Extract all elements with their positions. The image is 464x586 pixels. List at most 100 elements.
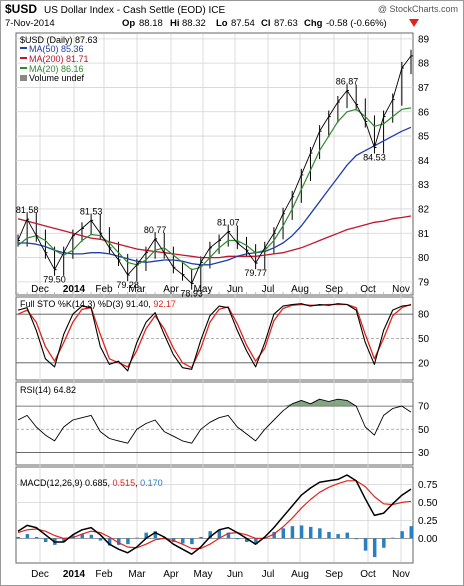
macd-histogram-bar xyxy=(135,537,139,539)
price-annotation: 81.53 xyxy=(80,206,103,216)
price-x-tick: Feb xyxy=(95,284,113,295)
price-y-tick: 89 xyxy=(418,34,430,45)
price-panel xyxy=(15,32,414,296)
sto-legend-main: Full STO %K(14,3) %D(3) 91.40, xyxy=(20,299,153,309)
cl-value: 87.63 xyxy=(274,18,298,29)
macd-legend-signal: 0.515 xyxy=(113,478,136,488)
legend-ma200: MA(200) 81.71 xyxy=(29,54,89,64)
price-annotation: 81.58 xyxy=(16,205,39,215)
macd-legend: MACD(12,26,9) 0.685, 0.515, 0.170 xyxy=(20,478,163,488)
macd-histogram-bar xyxy=(308,526,313,539)
ma200-line xyxy=(17,215,412,259)
sto-y-tick: 50 xyxy=(418,334,430,345)
op-value: 88.18 xyxy=(139,18,163,29)
rsi-line xyxy=(17,398,412,444)
macd-line xyxy=(17,474,412,555)
macd-histogram-bar xyxy=(80,534,84,539)
macd-histogram-bar xyxy=(400,531,404,539)
price-y-tick: 85 xyxy=(418,132,430,143)
macd-x-tick: Jun xyxy=(227,569,243,580)
macd-histogram-bar xyxy=(372,538,377,558)
chg-value: -0.58 (-0.66%) xyxy=(326,18,387,29)
macd-histogram-bar xyxy=(272,531,276,539)
sto-legend-d: 92.17 xyxy=(153,299,176,309)
price-annotation: 79.28 xyxy=(116,280,139,290)
rsi-y-tick: 50 xyxy=(418,425,430,436)
macd-legend-hist: 0.170 xyxy=(140,478,163,488)
macd-histogram-bar xyxy=(244,538,249,542)
macd-legend-main: MACD(12,26,9) 0.685, xyxy=(20,478,113,488)
macd-histogram-bar xyxy=(217,529,222,539)
macd-y-tick: 0.00 xyxy=(418,534,438,545)
macd-x-tick: Mar xyxy=(128,569,146,580)
macd-histogram-bar xyxy=(144,532,148,539)
macd-y-tick: 0.50 xyxy=(418,498,438,509)
legend-ma20-swatch xyxy=(20,67,27,69)
macd-x-tick: Nov xyxy=(392,569,410,580)
cl-label: Cl xyxy=(261,18,271,29)
price-x-tick: Jun xyxy=(227,284,243,295)
macd-histogram-bar xyxy=(153,531,158,539)
price-annotation: 79.77 xyxy=(244,268,267,278)
legend-volume: Volume undef xyxy=(29,73,85,83)
macd-histogram-bar xyxy=(98,538,103,541)
macd-histogram-bar xyxy=(34,536,39,539)
legend-ma50-swatch xyxy=(20,47,27,49)
price-y-tick: 86 xyxy=(418,107,430,118)
macd-histogram-bar xyxy=(190,538,194,545)
price-annotation: 80.77 xyxy=(144,225,167,235)
price-annotation: 78.93 xyxy=(180,289,203,299)
rsi-overbought-fill xyxy=(18,399,411,407)
rsi-panel xyxy=(15,381,414,466)
stockcharts-logo: @ StockCharts.com xyxy=(378,4,458,14)
macd-histogram-bar xyxy=(299,525,304,539)
macd-x-tick: May xyxy=(194,569,213,580)
macd-histogram-bar xyxy=(117,538,121,545)
sto-y-tick: 20 xyxy=(418,358,430,369)
legend-ma50: MA(50) 85.36 xyxy=(29,44,84,54)
macd-x-tick: Feb xyxy=(95,569,113,580)
macd-histogram-bar xyxy=(107,538,112,546)
macd-histogram-bar xyxy=(409,526,413,539)
op-label: Op xyxy=(122,18,135,29)
rsi-y-tick: 30 xyxy=(418,448,430,459)
ma50-line xyxy=(18,126,412,266)
macd-x-tick: Apr xyxy=(163,569,179,580)
price-y-tick: 88 xyxy=(418,59,430,70)
macd-histogram-bar xyxy=(62,538,66,542)
price-x-tick: Oct xyxy=(360,284,376,295)
macd-histogram-bar xyxy=(181,538,185,544)
macd-histogram-bar xyxy=(199,536,203,539)
chart-marks: 79 80 81 82 83 84 85 86 87 88 89 81.58 81.53 79.50 79.… xyxy=(16,34,438,580)
macd-signal-line xyxy=(17,480,412,550)
price-y-tick: 80 xyxy=(418,253,430,264)
price-y-tick: 83 xyxy=(418,180,430,191)
macd-histogram-bar xyxy=(363,538,368,551)
macd-histogram-bar xyxy=(208,531,212,539)
hi-value: 88.32 xyxy=(182,18,206,29)
legend-ma200-swatch xyxy=(20,57,27,59)
macd-histogram-bar xyxy=(336,534,340,539)
macd-y-tick: 0.75 xyxy=(418,480,438,491)
price-annotation: 86.87 xyxy=(336,77,359,87)
price-y-tick: 81 xyxy=(418,229,430,240)
price-y-tick: 82 xyxy=(418,204,430,215)
macd-histogram-bar xyxy=(345,532,350,539)
macd-x-tick: 2014 xyxy=(63,569,86,580)
macd-panel xyxy=(15,466,414,564)
hi-label: Hi xyxy=(170,18,180,29)
macd-x-tick: Dec xyxy=(31,569,49,580)
rsi-legend: RSI(14) 64.82 xyxy=(20,385,76,395)
price-y-tick: 84 xyxy=(418,156,430,167)
ma20-line xyxy=(17,107,412,271)
instrument-name: US Dollar Index - Cash Settle (EOD) ICE xyxy=(44,5,225,16)
macd-histogram-bar xyxy=(126,538,130,545)
macd-histogram-bar xyxy=(254,538,258,545)
macd-x-tick: Oct xyxy=(360,569,376,580)
price-y-tick: 87 xyxy=(418,83,430,94)
macd-histogram-bar xyxy=(327,531,331,539)
price-x-tick: Nov xyxy=(392,284,410,295)
macd-histogram-bar xyxy=(226,532,231,539)
legend-ma20: MA(20) 86.16 xyxy=(29,64,84,74)
